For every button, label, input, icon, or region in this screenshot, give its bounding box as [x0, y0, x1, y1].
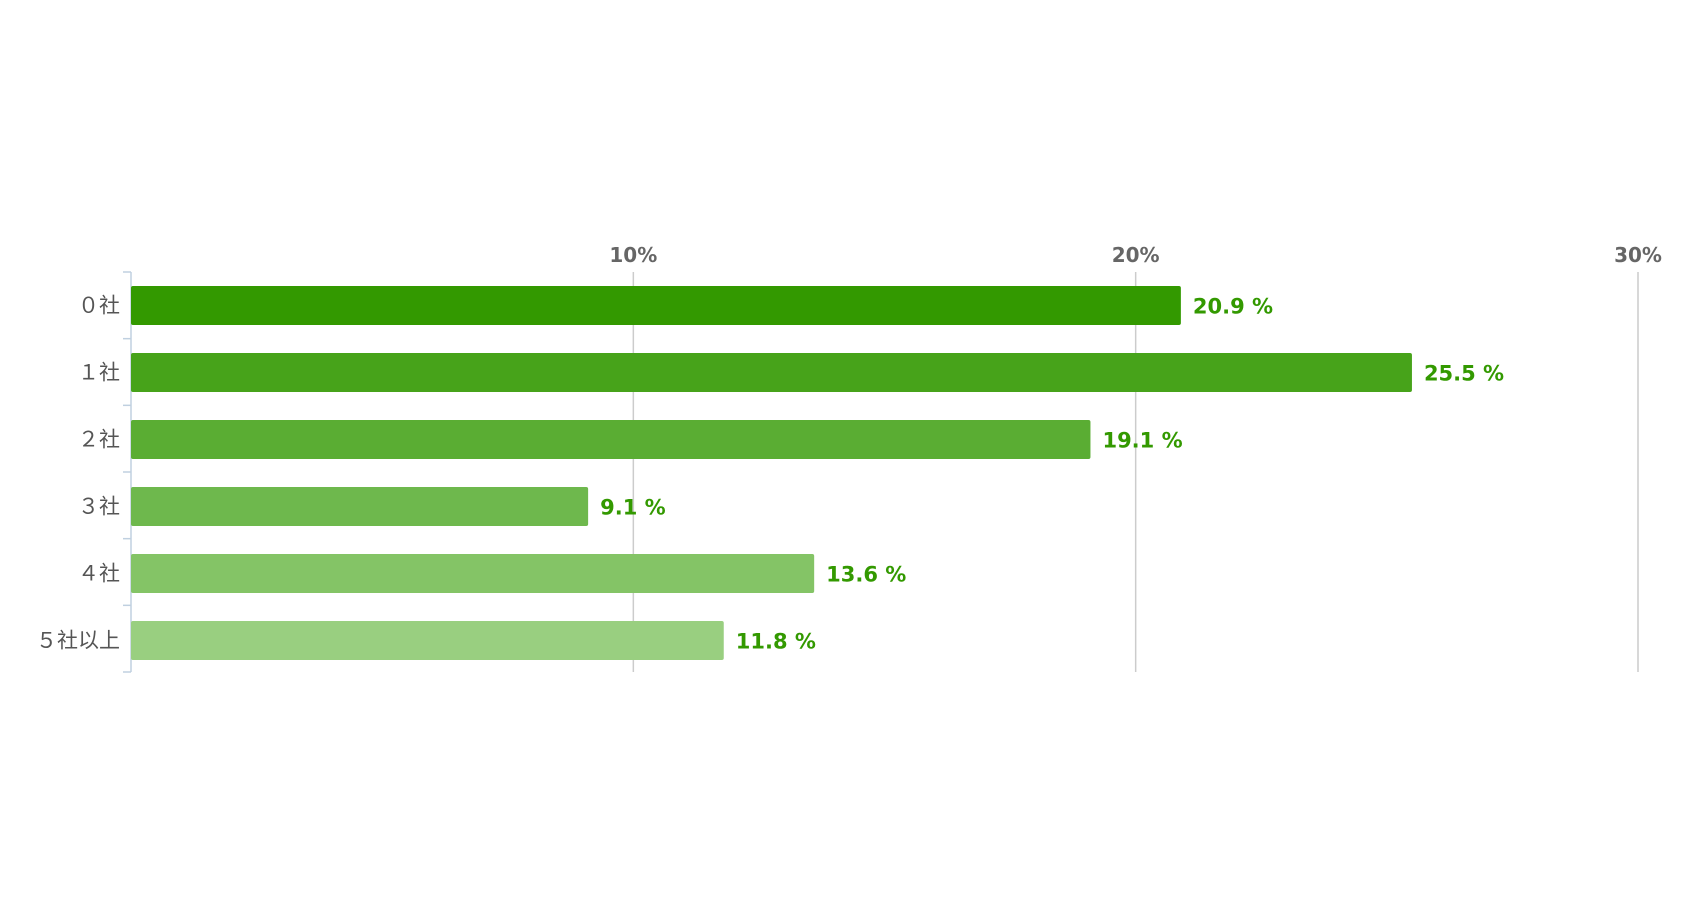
bar	[131, 353, 1412, 392]
bar	[131, 621, 724, 660]
category-label: ４社	[78, 562, 120, 586]
category-label: １社	[78, 361, 120, 385]
category-labels: ０社 １社 ２社 ３社 ４社 ５社以上	[36, 294, 120, 653]
data-label: 20.9 %	[1193, 295, 1273, 319]
bar	[131, 554, 815, 593]
x-tick-label: 30%	[1614, 243, 1662, 267]
bars	[131, 286, 1412, 660]
x-axis-ticks: 10% 20% 30%	[609, 243, 1662, 267]
bar	[131, 286, 1181, 325]
gridlines	[632, 272, 1639, 672]
category-label: ５社以上	[36, 629, 120, 653]
bar	[131, 420, 1091, 459]
data-label: 9.1 %	[600, 496, 666, 520]
data-label: 19.1 %	[1102, 429, 1182, 453]
x-tick-label: 10%	[609, 243, 657, 267]
y-axis	[123, 271, 132, 673]
data-label: 11.8 %	[736, 630, 816, 654]
data-label: 25.5 %	[1424, 362, 1504, 386]
category-label: ３社	[78, 495, 120, 519]
category-label: ２社	[78, 428, 120, 452]
bar	[131, 487, 589, 526]
value-labels: 20.9 % 25.5 % 19.1 % 9.1 % 13.6 % 11.8 %	[600, 295, 1504, 654]
x-tick-label: 20%	[1112, 243, 1160, 267]
category-label: ０社	[78, 294, 120, 318]
data-label: 13.6 %	[826, 563, 906, 587]
